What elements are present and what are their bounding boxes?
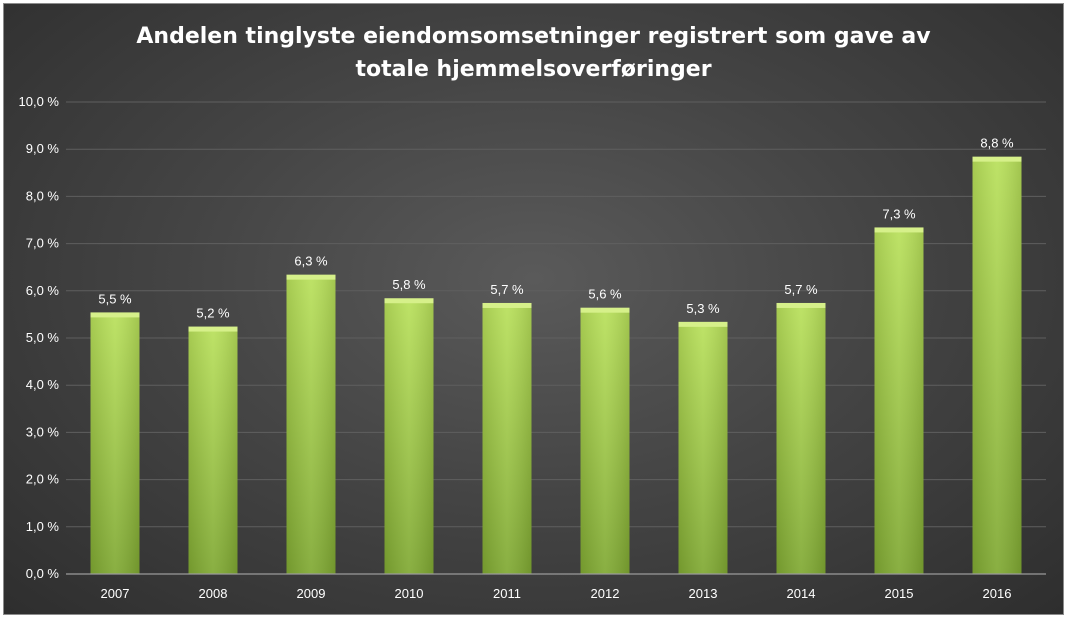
bar-top — [90, 312, 140, 318]
bar-shade — [874, 229, 924, 574]
data-label: 5,7 % — [490, 282, 524, 297]
chart-title-line-1: Andelen tinglyste eiendomsomsetninger re… — [136, 24, 931, 49]
bar-top — [678, 321, 728, 327]
data-label: 5,7 % — [784, 282, 818, 297]
bar-top — [776, 302, 826, 308]
bar-shade — [580, 309, 630, 574]
y-tick-label: 6,0 % — [26, 283, 60, 298]
data-label: 5,3 % — [686, 301, 720, 316]
y-tick-label: 8,0 % — [26, 188, 60, 203]
y-tick-label: 1,0 % — [26, 519, 60, 534]
x-tick-label: 2010 — [395, 586, 424, 601]
bar-top — [482, 302, 532, 308]
y-tick-label: 7,0 % — [26, 236, 60, 251]
chart-frame: Andelen tinglyste eiendomsomsetninger re… — [3, 3, 1064, 615]
bars: 5,5 % 5,2 % 6,3 % 5,8 % 5,7 % 5,6 % 5,3 % 5,7 %… — [90, 136, 1022, 574]
bar-shade — [286, 276, 336, 574]
x-tick-label: 2012 — [591, 586, 620, 601]
bar-top — [384, 298, 434, 304]
x-tick-label: 2013 — [689, 586, 718, 601]
bar-shade — [90, 314, 140, 574]
chart-title-line-2: totale hjemmelsoverføringer — [355, 57, 712, 82]
bar-top — [580, 307, 630, 313]
x-tick-label: 2007 — [101, 586, 130, 601]
y-tick-label: 0,0 % — [26, 566, 60, 581]
y-tick-label: 3,0 % — [26, 424, 60, 439]
x-tick-label: 2011 — [493, 586, 521, 601]
data-label: 6,3 % — [294, 254, 328, 269]
chart-title: Andelen tinglyste eiendomsomsetninger re… — [4, 20, 1063, 86]
x-tick-label: 2015 — [885, 586, 914, 601]
bar-shade — [776, 304, 826, 574]
y-tick-label: 4,0 % — [26, 377, 60, 392]
bar-chart-plot: 0,0 % 1,0 % 2,0 % 3,0 % 4,0 % 5,0 % 6,0 % 7,0 %… — [19, 94, 1046, 601]
x-tick-label: 2014 — [787, 586, 816, 601]
data-label: 7,3 % — [882, 206, 916, 221]
bar-top — [972, 156, 1022, 162]
x-axis: 2007 2008 2009 2010 2011 2012 2013 2014 2015 2016 — [66, 573, 1046, 601]
bar-shade — [972, 158, 1022, 574]
data-label: 5,5 % — [98, 291, 132, 306]
bar-top — [286, 274, 336, 280]
x-tick-label: 2008 — [199, 586, 228, 601]
data-label: 5,8 % — [392, 277, 426, 292]
y-tick-label: 10,0 % — [19, 94, 60, 109]
x-tick-label: 2009 — [297, 586, 326, 601]
data-label: 5,2 % — [196, 306, 230, 321]
bar-top — [874, 227, 924, 233]
bar-shade — [482, 304, 532, 574]
bar-shade — [188, 328, 238, 574]
y-axis: 0,0 % 1,0 % 2,0 % 3,0 % 4,0 % 5,0 % 6,0 % 7,0 %… — [19, 94, 60, 581]
y-tick-label: 9,0 % — [26, 141, 60, 156]
data-label: 5,6 % — [588, 287, 622, 302]
y-tick-label: 2,0 % — [26, 472, 60, 487]
bar-top — [188, 326, 238, 332]
bar-shade — [678, 323, 728, 574]
y-tick-label: 5,0 % — [26, 330, 60, 345]
x-tick-label: 2016 — [983, 586, 1012, 601]
bar-shade — [384, 300, 434, 574]
data-label: 8,8 % — [980, 136, 1014, 151]
